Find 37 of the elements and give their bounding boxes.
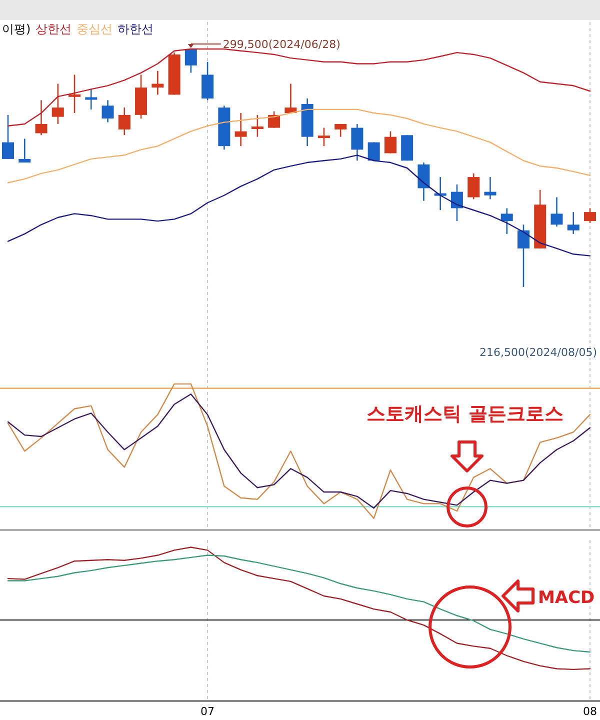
- candlestick: [202, 61, 214, 101]
- candlestick: [550, 196, 563, 228]
- candlestick: [567, 211, 580, 235]
- candlestick: [517, 224, 530, 288]
- candlestick: [468, 172, 480, 200]
- candlestick: [102, 100, 114, 123]
- candlestick: [334, 123, 347, 138]
- candlestick: [85, 88, 98, 110]
- legend-title: 이평): [2, 22, 31, 36]
- candlestick: [418, 162, 430, 202]
- candlestick: [318, 127, 330, 147]
- candlestick: [118, 106, 130, 136]
- candlestick: [251, 114, 264, 138]
- text: 216,500(2024/08/05): [480, 346, 597, 359]
- annotation: 스토캐스틱 골든크로스: [366, 403, 564, 425]
- candlestick: [68, 74, 81, 114]
- candlestick: [500, 208, 513, 235]
- text: 상한선: [36, 22, 72, 36]
- x-tick-label: 08: [583, 705, 597, 718]
- annotation: MACD: [538, 588, 595, 608]
- annotation: 299,500(2024/06/28): [222, 38, 340, 51]
- candlestick: [234, 112, 247, 147]
- candlestick: [268, 110, 280, 128]
- x-tick-label: 07: [200, 705, 215, 718]
- text: 중심선: [76, 22, 113, 36]
- candlestick: [152, 70, 164, 96]
- candlestick: [18, 138, 31, 164]
- candlestick: [584, 208, 596, 224]
- text: 하한선: [118, 22, 154, 36]
- candlestick: [52, 83, 64, 125]
- candlestick: [484, 176, 496, 200]
- candlestick: [351, 123, 364, 162]
- candlestick: [35, 100, 48, 136]
- candlestick: [384, 130, 396, 154]
- candlestick: [2, 114, 14, 160]
- candlestick: [184, 48, 197, 74]
- candlestick: [450, 184, 463, 222]
